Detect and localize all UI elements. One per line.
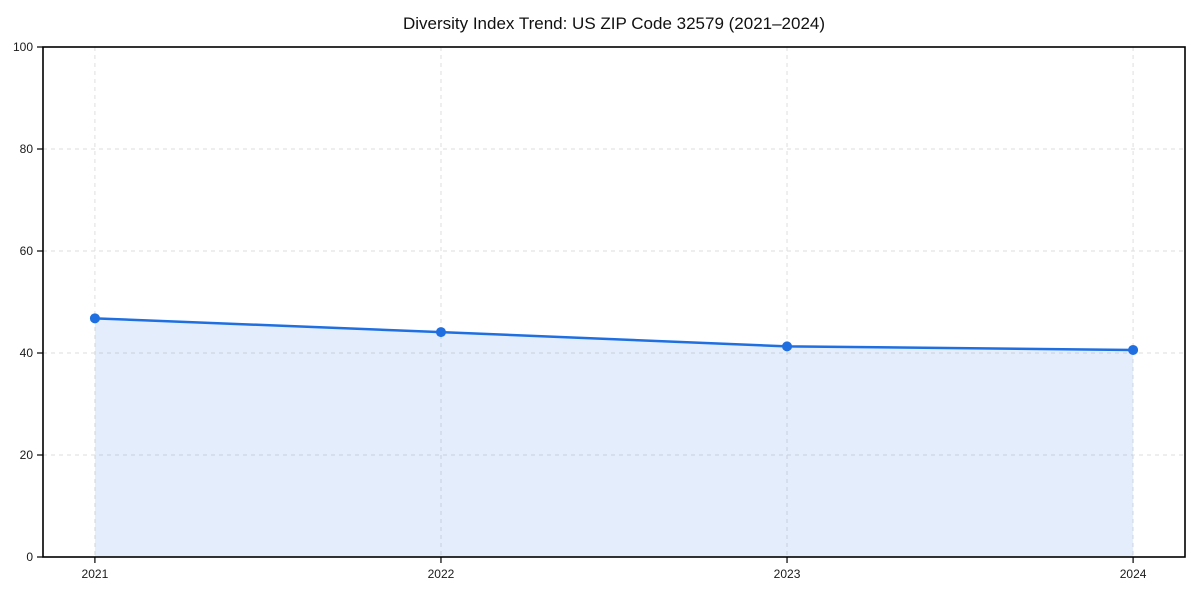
y-tick-label: 80 bbox=[20, 142, 34, 156]
data-point-2022 bbox=[435, 327, 446, 338]
y-tick-label: 20 bbox=[20, 448, 34, 462]
data-point-2024 bbox=[1128, 344, 1139, 355]
x-tick-label: 2022 bbox=[428, 567, 455, 581]
y-tick-label: 100 bbox=[13, 40, 33, 54]
x-tick-label: 2023 bbox=[774, 567, 801, 581]
area-fill bbox=[94, 318, 1134, 557]
data-point-2023 bbox=[782, 341, 793, 352]
trend-line bbox=[93, 317, 1135, 352]
x-tick-label: 2024 bbox=[1120, 567, 1147, 581]
y-tick-label: 0 bbox=[26, 550, 33, 564]
y-tick-label: 40 bbox=[20, 346, 34, 360]
x-tick-label: 2021 bbox=[82, 567, 109, 581]
chart-title: Diversity Index Trend: US ZIP Code 32579… bbox=[402, 14, 826, 33]
plot-frame bbox=[42, 46, 1186, 558]
data-point-2021 bbox=[89, 313, 100, 324]
y-tick-label: 60 bbox=[20, 244, 34, 258]
